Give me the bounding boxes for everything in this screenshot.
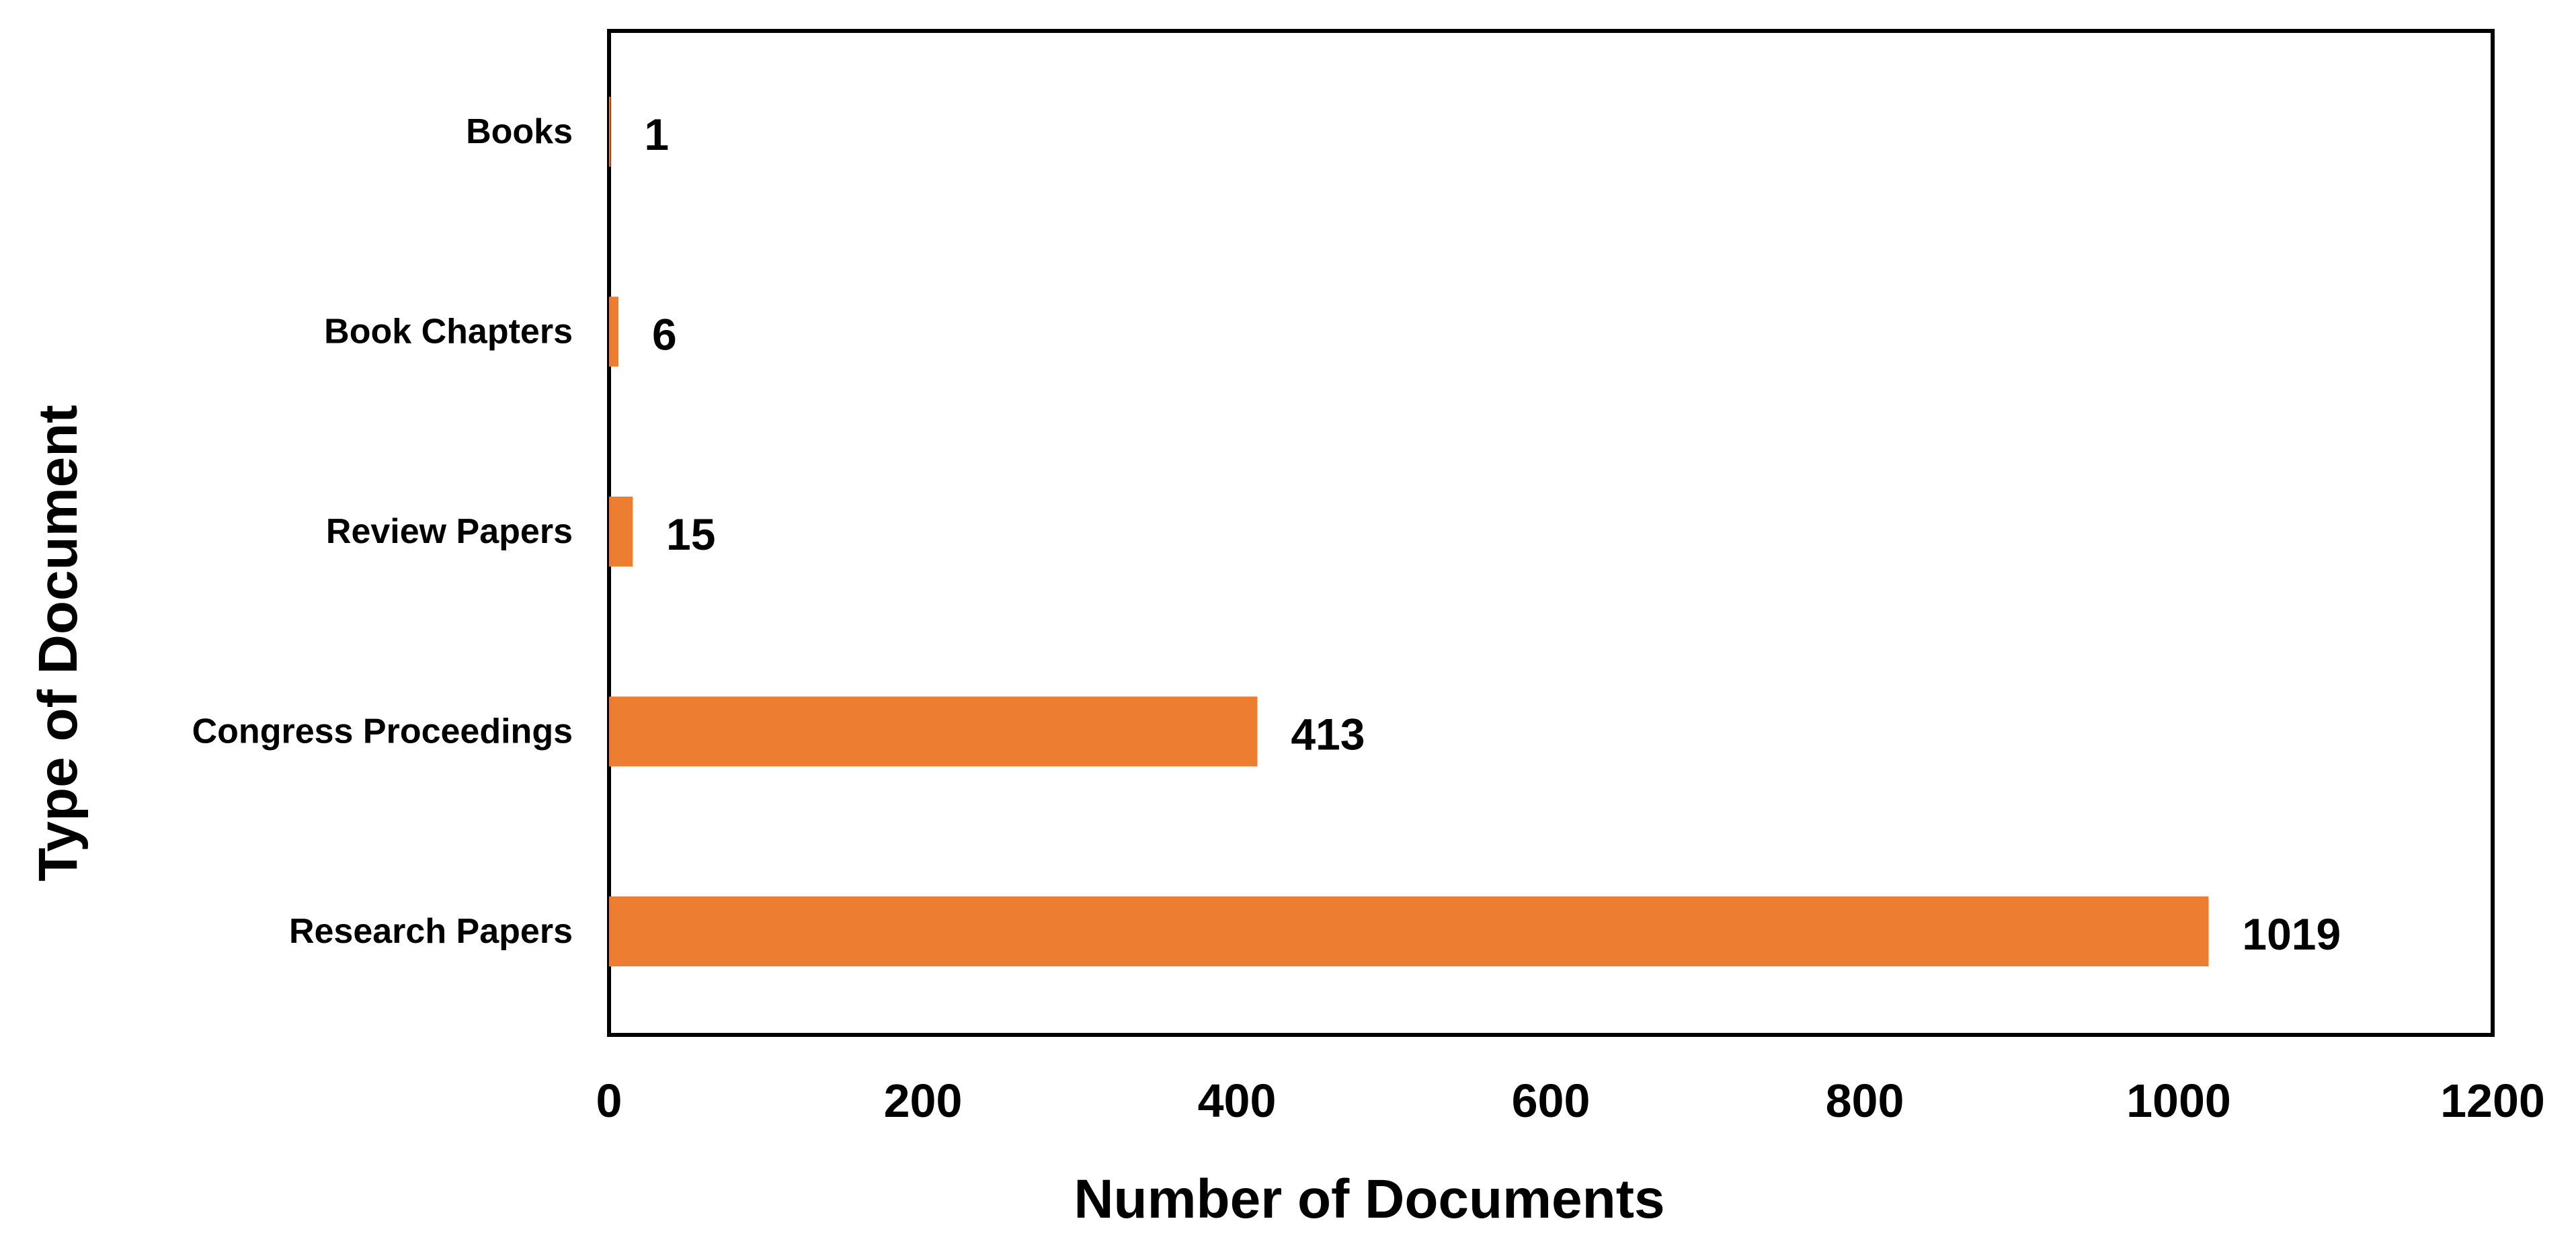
bar-book-chapters: [609, 296, 619, 367]
data-label: 1019: [2242, 909, 2341, 959]
y-axis-title: Type of Document: [28, 405, 89, 881]
category-label: Research Papers: [289, 912, 573, 951]
x-tick-label: 200: [884, 1075, 963, 1127]
x-axis-title: Number of Documents: [1074, 1169, 1664, 1230]
bar-review-papers: [609, 497, 633, 567]
data-label: 6: [652, 310, 677, 360]
plot-frame: [607, 29, 2495, 1037]
bar-research-papers: [609, 896, 2209, 966]
category-label: Review Papers: [326, 512, 573, 551]
category-label: Books: [466, 112, 573, 151]
data-label: 15: [666, 509, 715, 559]
x-tick-label: 1000: [2126, 1075, 2231, 1127]
x-tick-label: 800: [1826, 1075, 1904, 1127]
x-tick-label: 1200: [2440, 1075, 2545, 1127]
bar-congress-proceedings: [609, 696, 1258, 767]
x-tick-label: 600: [1512, 1075, 1591, 1127]
category-label: Book Chapters: [324, 312, 573, 351]
data-label: 413: [1291, 710, 1365, 759]
x-tick-label: 0: [596, 1075, 622, 1127]
category-label: Congress Proceedings: [192, 712, 573, 751]
x-tick-label: 400: [1198, 1075, 1277, 1127]
data-label: 1: [644, 110, 669, 159]
bar-books: [609, 97, 611, 167]
